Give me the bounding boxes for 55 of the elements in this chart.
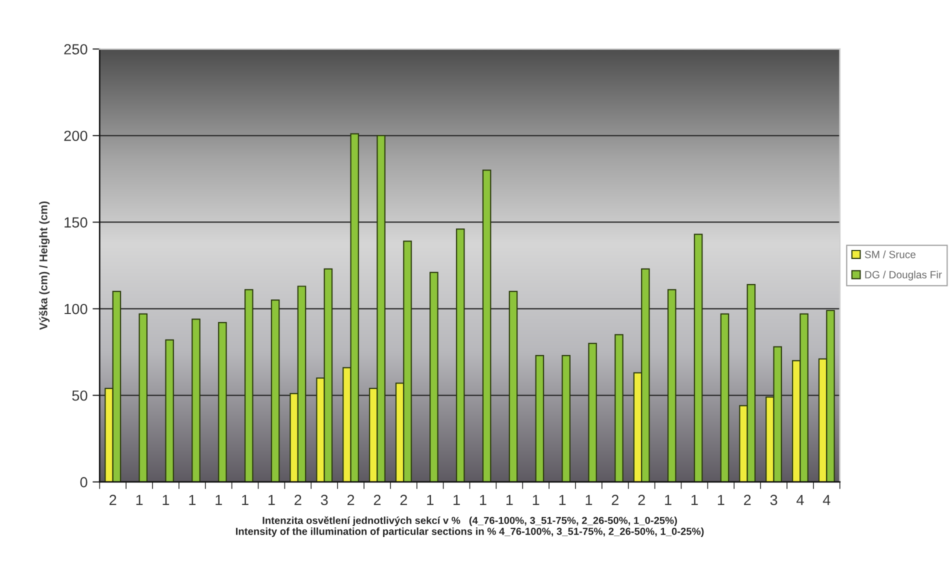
x-tick-label: 1: [532, 494, 540, 505]
x-tick-label: 2: [612, 494, 618, 505]
bar: [456, 228, 465, 482]
bar: [614, 334, 624, 482]
bar: [667, 289, 676, 482]
y-tick-label: 250: [64, 44, 88, 54]
x-tick-label: 1: [454, 494, 460, 505]
x-tick-label: 2: [374, 494, 381, 505]
x-tick-label: 4: [822, 494, 830, 505]
x-tick-label: 1: [665, 494, 672, 505]
bar: [192, 318, 200, 482]
legend-label: DG / Douglas Fir: [865, 270, 942, 280]
y-tick-label: 0: [80, 477, 88, 488]
x-tick-label: 1: [136, 494, 143, 505]
bar: [694, 234, 703, 482]
bar: [270, 300, 280, 482]
x-tick-label: 1: [506, 494, 513, 505]
x-tick-label: 3: [320, 494, 328, 506]
y-tick-label: 200: [64, 130, 88, 142]
bar: [588, 342, 597, 482]
x-tick-label: 2: [400, 494, 407, 505]
bar: [165, 339, 174, 482]
bar: [482, 170, 492, 482]
x-tick-label: 2: [347, 494, 354, 505]
bar: [430, 272, 438, 482]
x-tick-label: 1: [559, 494, 566, 505]
x-tick-label: 1: [718, 494, 724, 505]
legend-label: SM / Sruce: [864, 250, 916, 258]
x-tick-label: 1: [480, 494, 486, 505]
x-tick-label: 1: [427, 494, 434, 505]
x-tick-label: 4: [796, 494, 804, 505]
x-tick-label: 1: [268, 494, 275, 505]
y-tick-label: 50: [72, 390, 88, 401]
bar: [562, 354, 571, 482]
y-axis-title: Výška (cm) / Height (cm): [38, 201, 50, 330]
x-tick-label: 1: [162, 494, 170, 505]
bar: [535, 354, 544, 482]
x-tick-label: 1: [242, 494, 248, 505]
x-tick-label: 2: [638, 494, 645, 505]
x-tick-label: 1: [216, 494, 222, 505]
bar: [244, 289, 254, 482]
x-tick-label: 2: [110, 494, 116, 505]
x-tick-label: 2: [294, 494, 302, 505]
bar: [508, 290, 518, 482]
x-tick-label: 1: [586, 494, 592, 505]
bar: [720, 313, 730, 482]
x-axis-title: Intenzita osvětlení jednotlivých sekcí v % (4_76-100%, 3_51-75%, 2_26-50%, 1_0-25%) Intensity of the illumination of particular sections in % 4_76-100%, 3_51-75%, 2_26-50%, 1_0-25%): [236, 516, 704, 537]
bar: [138, 313, 148, 482]
y-tick-label: 100: [64, 304, 88, 314]
bar: [218, 322, 227, 482]
x-tick-label: 3: [770, 494, 778, 506]
x-tick-label: 2: [744, 494, 751, 505]
x-tick-label: 1: [692, 494, 698, 505]
y-tick-label: 150: [64, 217, 88, 228]
x-tick-label: 1: [189, 494, 196, 505]
